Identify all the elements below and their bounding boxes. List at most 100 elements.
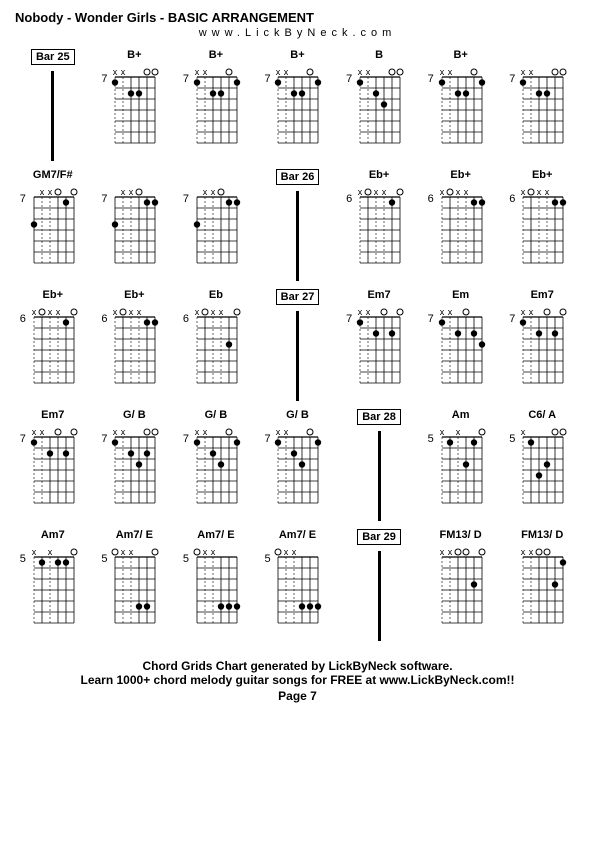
svg-text:x: x — [137, 307, 142, 317]
svg-text:x: x — [56, 307, 61, 317]
chord-label: B+ — [290, 49, 304, 63]
chord-label: Am7/ E — [279, 529, 316, 543]
chord-diagram: 5xx — [436, 427, 486, 505]
chord-diagram: 7xx — [191, 187, 241, 265]
chord-cell: Am75xx — [15, 529, 91, 641]
chord-label: Eb+ — [43, 289, 63, 303]
chord-cell: B7xx — [341, 49, 417, 161]
svg-text:x: x — [32, 307, 37, 317]
chord-diagram: 5xx — [191, 547, 241, 625]
bar-line — [51, 71, 54, 161]
svg-text:x: x — [521, 67, 526, 77]
page-subtitle: www.LickByNeck.com — [15, 27, 580, 39]
bar-label: Bar 25 — [31, 49, 75, 65]
fret-number: 6 — [428, 193, 434, 205]
chord-cell: FM13/ D xx — [423, 529, 499, 641]
svg-text:x: x — [521, 187, 526, 197]
chord-cell: B+7xx — [178, 49, 254, 161]
svg-text:x: x — [219, 307, 224, 317]
chord-diagram: 7xx — [28, 427, 78, 505]
footer-line-2: Learn 1000+ chord melody guitar songs fo… — [15, 673, 580, 687]
chord-cell: 7xx — [504, 49, 580, 161]
svg-text:x: x — [439, 547, 444, 557]
chord-diagram: 6xxx — [28, 307, 78, 385]
chord-diagram: 7xx — [191, 67, 241, 145]
fret-number: 7 — [346, 313, 352, 325]
chord-label: FM13/ D — [440, 529, 482, 543]
fret-number: 7 — [183, 193, 189, 205]
svg-text:x: x — [211, 187, 216, 197]
svg-text:x: x — [545, 187, 550, 197]
fret-number: 7 — [509, 73, 515, 85]
chord-cell: Am7/ E5xx — [97, 529, 173, 641]
chord-cell: Eb+6xxx — [15, 289, 91, 401]
chord-cell: Am7/ E5xx — [178, 529, 254, 641]
chord-label: Eb+ — [532, 169, 552, 183]
fret-number: 5 — [101, 553, 107, 565]
chord-label: Em7 — [41, 409, 64, 423]
svg-text:x: x — [113, 67, 118, 77]
chord-label: Am — [452, 409, 470, 423]
svg-text:x: x — [529, 547, 534, 557]
chord-label: G/ B — [205, 409, 228, 423]
svg-text:x: x — [374, 187, 379, 197]
svg-text:x: x — [463, 187, 468, 197]
chord-diagram: 7xx — [436, 67, 486, 145]
fret-number: 5 — [183, 553, 189, 565]
chord-cell: Am 5xx — [423, 409, 499, 521]
svg-text:x: x — [203, 67, 208, 77]
bar-marker: Bar 28 — [341, 409, 417, 521]
chord-diagram: 7xx — [109, 427, 159, 505]
svg-text:x: x — [382, 187, 387, 197]
chord-diagram: 5xx — [272, 547, 322, 625]
svg-text:x: x — [203, 547, 208, 557]
fret-number: 6 — [183, 313, 189, 325]
svg-text:x: x — [195, 427, 200, 437]
fret-number: 5 — [509, 433, 515, 445]
svg-text:x: x — [358, 67, 363, 77]
svg-text:x: x — [439, 307, 444, 317]
svg-text:x: x — [284, 547, 289, 557]
chord-cell: B+7xx — [260, 49, 336, 161]
bar-marker: Bar 26 — [260, 169, 336, 281]
svg-text:x: x — [121, 187, 126, 197]
chord-diagram: 7xx — [109, 187, 159, 265]
chord-cell: 7xx — [97, 169, 173, 281]
chord-cell: G/ B 7xx — [97, 409, 173, 521]
svg-text:x: x — [537, 187, 542, 197]
chord-cell: Em7 7xx — [15, 409, 91, 521]
svg-text:x: x — [48, 187, 53, 197]
svg-text:x: x — [40, 427, 45, 437]
chord-label: B+ — [453, 49, 467, 63]
fret-number: 7 — [20, 433, 26, 445]
chord-diagram: 6xxx — [354, 187, 404, 265]
svg-text:x: x — [40, 187, 45, 197]
page-number: Page 7 — [15, 689, 580, 703]
fret-number: 7 — [346, 73, 352, 85]
bar-line — [378, 551, 381, 641]
svg-text:x: x — [113, 307, 118, 317]
fret-number: 7 — [264, 73, 270, 85]
svg-text:x: x — [521, 307, 526, 317]
chord-label: GM7/F# — [33, 169, 73, 183]
chord-diagram: 7xx — [28, 187, 78, 265]
svg-text:x: x — [439, 67, 444, 77]
fret-number: 6 — [20, 313, 26, 325]
svg-text:x: x — [447, 67, 452, 77]
svg-text:x: x — [121, 67, 126, 77]
chord-label: G/ B — [286, 409, 309, 423]
chord-label: G/ B — [123, 409, 146, 423]
fret-number: 7 — [183, 73, 189, 85]
chord-label: Am7/ E — [197, 529, 234, 543]
chord-label: Em7 — [531, 289, 554, 303]
chord-diagram: 6xxx — [109, 307, 159, 385]
chord-diagram: 5x — [517, 427, 567, 505]
chord-cell: Eb+6xxx — [423, 169, 499, 281]
bar-line — [378, 431, 381, 521]
svg-text:x: x — [276, 67, 281, 77]
svg-text:x: x — [211, 547, 216, 557]
bar-marker: Bar 25 — [15, 49, 91, 161]
svg-text:x: x — [447, 547, 452, 557]
svg-text:x: x — [455, 427, 460, 437]
svg-text:x: x — [521, 547, 526, 557]
